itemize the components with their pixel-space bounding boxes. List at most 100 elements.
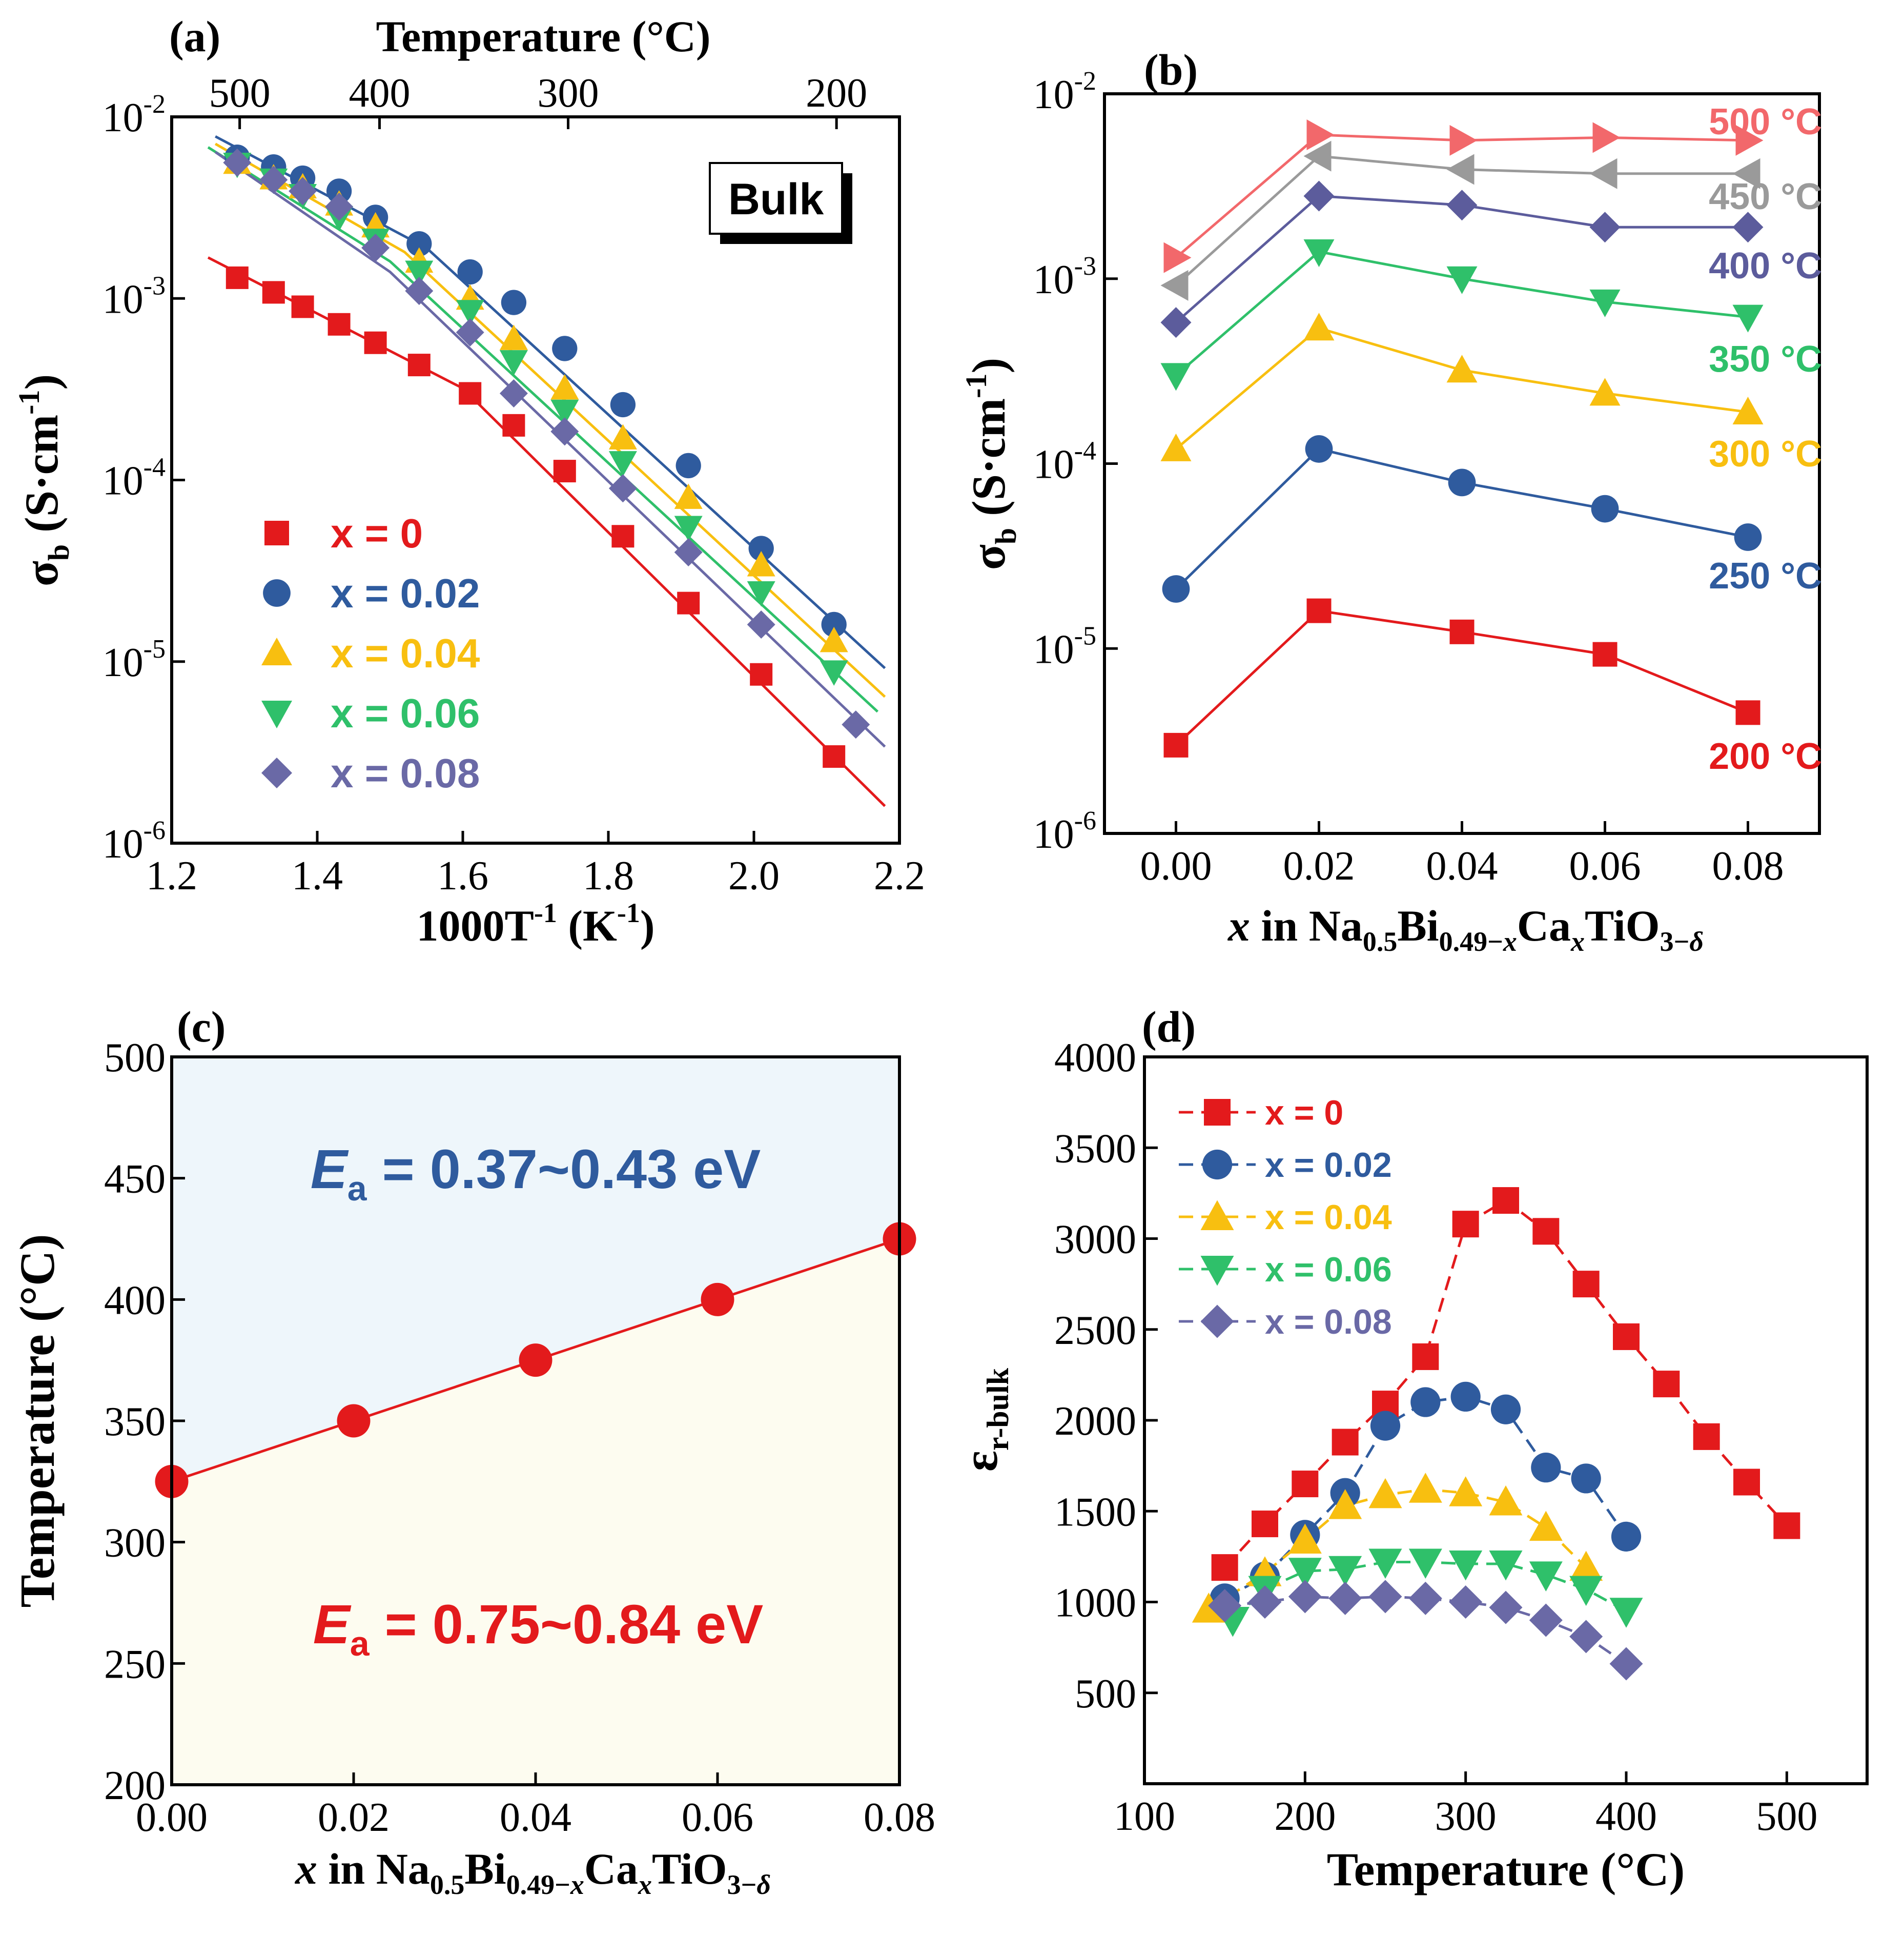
y-tick-label: 2000 (1054, 1399, 1136, 1444)
series-line-2 (1207, 1488, 1587, 1610)
data-point (1211, 1554, 1238, 1581)
y-tick-label: 300 (104, 1521, 166, 1566)
data-point (1446, 266, 1478, 294)
legend-marker (261, 638, 292, 665)
legend-label: x = 0.06 (1265, 1250, 1392, 1289)
data-point (289, 177, 317, 206)
data-point (820, 626, 848, 652)
data-point (1160, 433, 1192, 461)
panel-a-inset: Bulk (709, 162, 852, 244)
panel-b: (b) 0.00 0.02 0.04 0.06 0.08 10-610-510-410-… (959, 45, 1822, 957)
data-point (1306, 119, 1335, 151)
data-point (456, 318, 484, 347)
data-point (552, 336, 578, 361)
y-tick-label: 10-6 (103, 816, 166, 867)
panel-b-y-axis-title: σb (S·cm-1) (959, 358, 1022, 570)
y-tick-label: 1500 (1054, 1490, 1136, 1535)
panel-d-x-axis-title: Temperature (°C) (1327, 1843, 1685, 1895)
data-point (1490, 1394, 1521, 1424)
panel-a-top-axis: 500 400 300 200 (209, 71, 867, 129)
data-point (1611, 1521, 1642, 1552)
data-point (1368, 1478, 1402, 1508)
data-point (1410, 1387, 1441, 1417)
y-tick-label: 2500 (1054, 1308, 1136, 1353)
data-point (1328, 1556, 1362, 1586)
data-point (1569, 1620, 1603, 1654)
data-point (223, 148, 252, 177)
panel-b-lines (1175, 133, 1749, 746)
panel-d-y-axis: 500 1000 1500 2000 2500 3000 3500 4000 (1054, 1035, 1158, 1717)
data-point (361, 234, 390, 262)
data-point (457, 259, 483, 285)
panel-d-legend: x = 0 x = 0.02 x = 0.04 x = 0.06 x = 0.08 (1179, 1093, 1392, 1341)
data-point (1306, 598, 1332, 623)
y-tick-label: 10-6 (1033, 806, 1096, 857)
data-point (1449, 1476, 1483, 1506)
data-point (1446, 154, 1475, 185)
series-line-4 (1175, 327, 1748, 450)
data-point (677, 591, 700, 615)
data-point (1292, 1471, 1319, 1498)
panel-a-label: (a) (169, 12, 220, 61)
series-label: 200 °C (1709, 736, 1822, 777)
data-point (456, 300, 484, 325)
data-point (1732, 212, 1764, 243)
data-point (553, 460, 576, 483)
legend-label: x = 0.08 (331, 750, 480, 796)
data-point (519, 1343, 552, 1377)
data-point (1408, 1581, 1442, 1615)
data-point (1732, 304, 1764, 333)
data-point (459, 382, 482, 405)
data-point (820, 660, 848, 686)
legend-marker (1200, 1200, 1234, 1230)
y-tick-label: 3500 (1054, 1126, 1136, 1171)
panel-b-markers (1160, 119, 1764, 758)
panel-c-lower-region (172, 1239, 899, 1785)
data-point (747, 610, 775, 639)
data-point (1248, 1585, 1282, 1619)
data-point (1529, 1561, 1563, 1592)
x-tick-label: 1.2 (146, 853, 197, 899)
x-tick-label: 0.00 (136, 1795, 208, 1840)
inset-label: Bulk (728, 175, 824, 224)
data-point (1735, 700, 1760, 725)
x-tick-label: 0.04 (500, 1795, 571, 1840)
data-point (1448, 468, 1476, 497)
panel-d-x-axis: 100 200 300 400 500 (1114, 1771, 1817, 1839)
data-point (1305, 435, 1333, 463)
data-point (1489, 1485, 1523, 1516)
data-point (1529, 1511, 1563, 1541)
data-point (1332, 1429, 1359, 1456)
data-point (1162, 575, 1190, 603)
data-point (1449, 125, 1478, 156)
data-point (1592, 642, 1618, 667)
panel-a-markers (223, 144, 870, 768)
data-point (608, 474, 637, 503)
data-point (1449, 1585, 1483, 1619)
data-point (842, 710, 870, 739)
legend-label: x = 0.06 (331, 690, 480, 736)
top-tick-label: 300 (538, 71, 599, 116)
panel-c-y-axis-title: Temperature (°C) (10, 1234, 65, 1608)
data-point (1328, 1581, 1362, 1615)
legend-label: x = 0.04 (1265, 1198, 1392, 1237)
data-point (1412, 1343, 1439, 1370)
panel-b-x-axis: 0.00 0.02 0.04 0.06 0.08 (1140, 821, 1784, 889)
data-point (1368, 1580, 1402, 1614)
data-point (1489, 1551, 1523, 1581)
data-point (1160, 307, 1192, 338)
series-label: 400 °C (1709, 246, 1822, 287)
y-tick-label: 10-3 (1033, 252, 1096, 302)
panel-a-x-axis: 1.2 1.4 1.6 1.8 2.0 2.2 (146, 831, 925, 899)
data-point (1208, 1589, 1242, 1623)
y-tick-label: 10-4 (103, 453, 166, 504)
panel-a-y-axis-title: σb (S·cm-1) (12, 374, 75, 586)
panel-c-upper-region (172, 1057, 899, 1482)
data-point (550, 399, 579, 425)
data-point (405, 260, 434, 286)
data-point (1693, 1423, 1720, 1450)
panel-a: (a) Temperature (°C) 1.2 1.4 1.6 1.8 2.0 2.2 … (12, 12, 925, 950)
panel-d-markers (1192, 1187, 1800, 1681)
data-point (1609, 1598, 1643, 1628)
